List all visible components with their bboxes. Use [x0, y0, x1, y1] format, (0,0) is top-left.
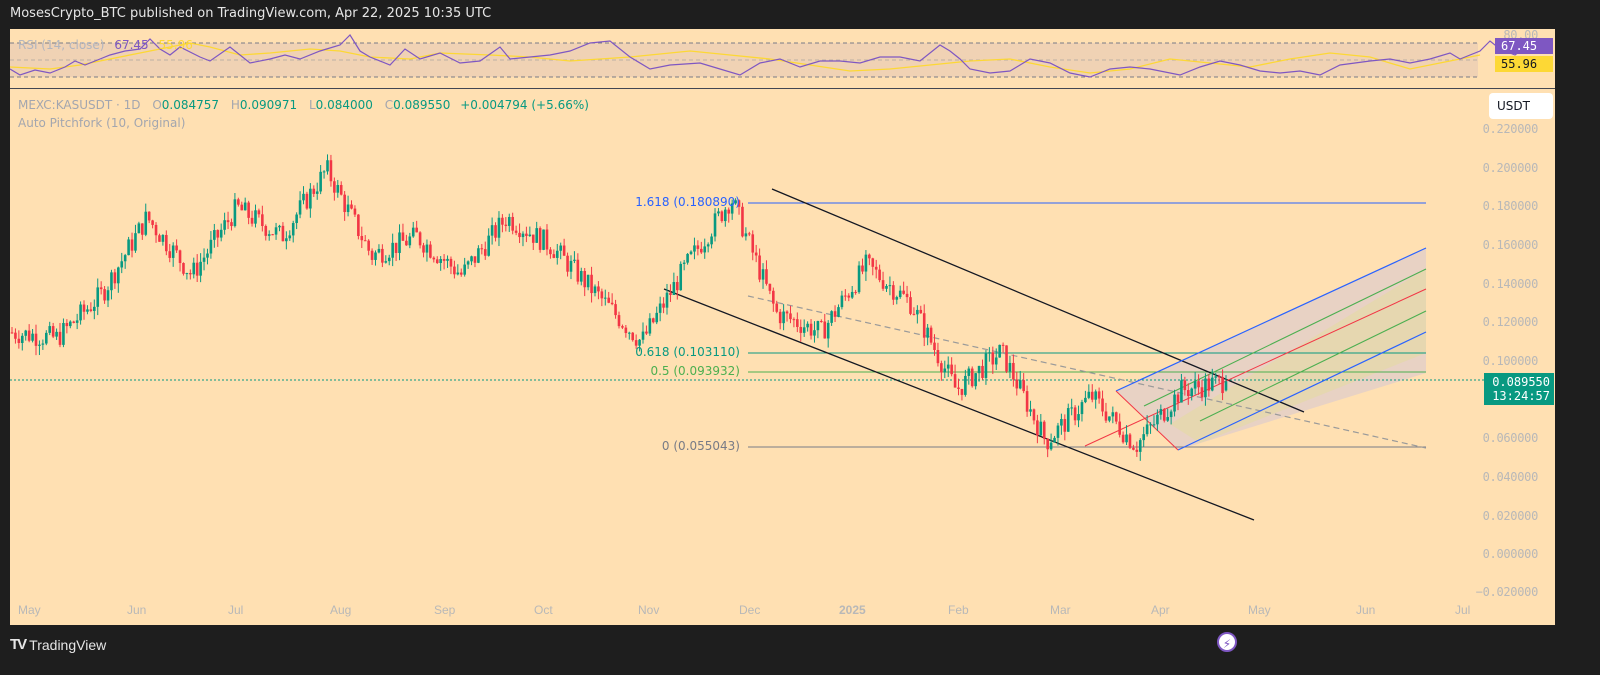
fib-label-05: 0.5 (0.093932)	[650, 364, 740, 378]
publish-info: MosesCrypto_BTC published on TradingView…	[10, 6, 492, 21]
rsi-plot	[10, 34, 1529, 78]
open-value: 0.084757	[161, 98, 220, 112]
price-axis-label: 0.000000	[1482, 547, 1539, 561]
price-plot	[10, 154, 1485, 521]
time-axis-label: Mar	[1050, 603, 1071, 617]
price-axis-label: 0.140000	[1482, 277, 1539, 291]
time-axis-label: Sep	[434, 603, 456, 617]
price-axis-label: 0.160000	[1482, 238, 1539, 252]
fib-label-0618: 0.618 (0.103110)	[635, 345, 740, 359]
time-axis-label: Jun	[1356, 603, 1376, 617]
time-axis-label: May	[1248, 603, 1271, 617]
time-axis-label: Feb	[948, 603, 969, 617]
rsi-value: 67.45	[114, 38, 149, 52]
price-axis-label: 0.020000	[1482, 509, 1539, 523]
rsi-ma-value: 55.96	[158, 38, 193, 52]
candles	[10, 154, 1228, 461]
symbol-legend: MEXC:KASUSDT · 1D O0.084757 H0.090971 L0…	[18, 98, 589, 112]
last-price-value: 0.089550	[1492, 375, 1550, 389]
change-value: +0.004794 (+5.66%)	[460, 98, 589, 112]
close-value: 0.089550	[393, 98, 451, 112]
time-axis-label: Dec	[739, 603, 761, 617]
tradingview-logo-icon: TV	[10, 636, 27, 653]
time-axis-label: Aug	[330, 603, 352, 617]
lightning-icon[interactable]: ⚡	[1217, 632, 1237, 652]
price-axis-label: 0.220000	[1482, 122, 1539, 136]
bar-countdown: 13:24:57	[1492, 389, 1550, 403]
price-axis-label: 0.180000	[1482, 199, 1539, 213]
rsi-label: RSI (14, close)	[18, 38, 105, 52]
rsi-pane[interactable]: RSI (14, close) 67.45 55.96 80.00 67.45 …	[10, 28, 1555, 89]
time-axis-label: Jul	[228, 603, 244, 617]
fib-label-0: 0 (0.055043)	[661, 439, 740, 453]
low-value: 0.084000	[315, 98, 373, 112]
brand-name: TradingView	[29, 636, 107, 653]
time-axis-label: Jun	[127, 603, 147, 617]
rsi-legend: RSI (14, close) 67.45 55.96	[18, 38, 193, 52]
fib-label-1618: 1.618 (0.180890)	[635, 195, 740, 209]
time-axis-label: 2025	[839, 603, 866, 617]
time-axis-label: Nov	[638, 603, 660, 617]
price-axis-label: 0.060000	[1482, 431, 1539, 445]
price-pane[interactable]: MEXC:KASUSDT · 1D O0.084757 H0.090971 L0…	[10, 89, 1555, 652]
chart-frame: RSI (14, close) 67.45 55.96 80.00 67.45 …	[10, 28, 1555, 652]
time-axis-label: Jul	[1455, 603, 1471, 617]
currency-button[interactable]: USDT	[1489, 93, 1553, 119]
time-axis-label: Apr	[1151, 603, 1170, 617]
indicator-legend: Auto Pitchfork (10, Original)	[18, 116, 186, 130]
time-axis-label: Oct	[534, 603, 553, 617]
footer-brand[interactable]: TV TradingView	[10, 636, 106, 653]
last-price-tag: 0.089550 13:24:57	[1484, 373, 1554, 405]
time-axis-label: May	[18, 603, 41, 617]
rsi-ma-badge: 55.96	[1495, 56, 1553, 72]
high-value: 0.090971	[239, 98, 298, 112]
price-axis-label: −0.020000	[1475, 585, 1539, 599]
price-axis-label: 0.200000	[1482, 161, 1539, 175]
price-axis-label: 0.100000	[1482, 354, 1539, 368]
symbol-name: MEXC:KASUSDT · 1D	[18, 98, 141, 112]
price-axis-label: 0.040000	[1482, 470, 1539, 484]
rsi-value-badge: 67.45	[1495, 38, 1553, 54]
price-axis-label: 0.120000	[1482, 315, 1539, 329]
